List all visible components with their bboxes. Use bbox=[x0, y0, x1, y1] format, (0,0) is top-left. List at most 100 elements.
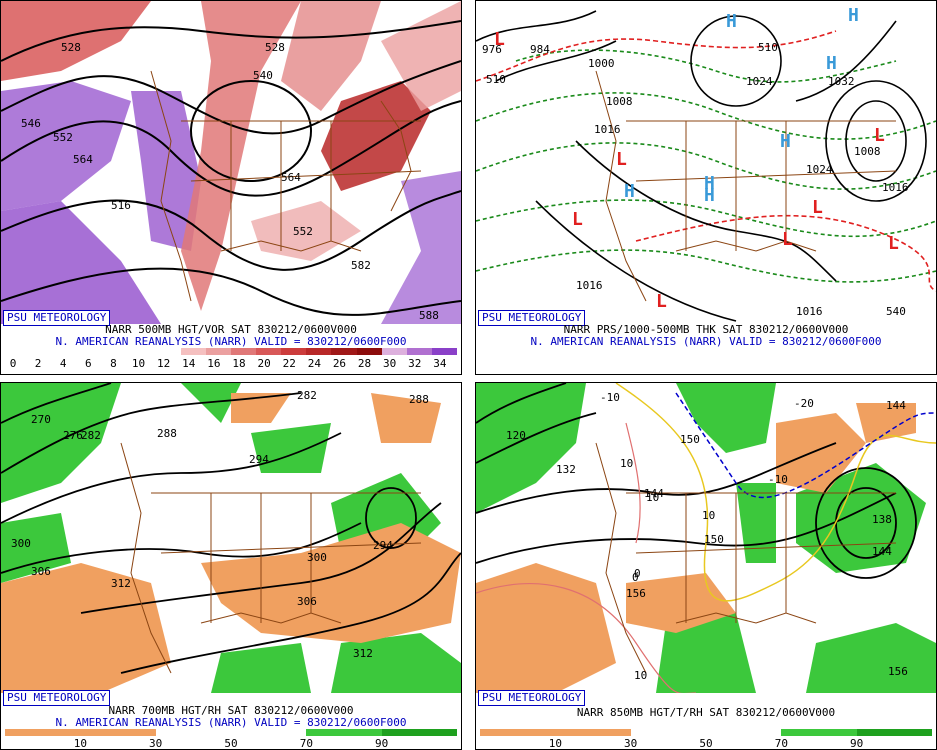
contour-label: 288 bbox=[409, 393, 429, 406]
vorticity-scale-swatch bbox=[231, 348, 257, 355]
contour-label: 582 bbox=[351, 259, 371, 272]
vorticity-scale-tick: 30 bbox=[383, 357, 397, 370]
contour-label: 300 bbox=[11, 537, 31, 550]
vorticity-color-scale: 0 2 4 6 8 10 12 14 16 18 20 22 24 26 28 30 32 34 bbox=[5, 348, 457, 374]
contour-label: 144 bbox=[872, 545, 892, 558]
vorticity-scale-tick: 22 bbox=[282, 357, 296, 370]
vorticity-scale-tick: 6 bbox=[85, 357, 92, 370]
contour-label: 156 bbox=[626, 587, 646, 600]
rh-scale-bar bbox=[480, 729, 932, 736]
rh-scale-swatch bbox=[480, 729, 556, 736]
vorticity-scale-tick: 8 bbox=[110, 357, 117, 370]
vorticity-scale-swatch bbox=[431, 348, 457, 355]
panel2-caption-valid: N. AMERICAN REANALYSIS (NARR) VALID = 83… bbox=[530, 335, 882, 348]
high-pressure-marker: H bbox=[704, 173, 715, 194]
panel-500mb-vorticity: 528 528 540 546 552 564 516 564 552 582 588 PSU ME… bbox=[0, 0, 462, 375]
isobar-label: 1016 bbox=[882, 181, 909, 194]
rh-scale-swatch bbox=[781, 729, 857, 736]
low-pressure-marker: L bbox=[812, 197, 823, 218]
panel4-caption-title: NARR 850MB HGT/T/RH SAT 830212/0600V000 bbox=[576, 706, 836, 719]
isobar-label: 1024 bbox=[746, 75, 773, 88]
isobar-label: 1008 bbox=[606, 95, 633, 108]
contour-label: 564 bbox=[73, 153, 93, 166]
rh-scale-tick: 30 bbox=[149, 737, 163, 750]
contour-label: 528 bbox=[61, 41, 81, 54]
map-500mb: 528 528 540 546 552 564 516 564 552 582 588 bbox=[1, 1, 461, 324]
high-pressure-marker: H bbox=[726, 11, 737, 32]
panel1-caption-valid: N. AMERICAN REANALYSIS (NARR) VALID = 83… bbox=[55, 335, 407, 348]
vorticity-scale-swatch bbox=[30, 348, 56, 355]
contour-label: -20 bbox=[794, 397, 814, 410]
contour-label: 150 bbox=[680, 433, 700, 446]
contour-label: 552 bbox=[53, 131, 73, 144]
rh-scale-swatch bbox=[555, 729, 631, 736]
panel3-caption-valid: N. AMERICAN REANALYSIS (NARR) VALID = 83… bbox=[55, 716, 407, 729]
psu-meteorology-logo: PSU METEOROLOGY bbox=[478, 310, 586, 326]
vorticity-scale-tick: 2 bbox=[34, 357, 42, 370]
rh-scale-swatch bbox=[706, 729, 782, 736]
rh-scale-tick: 30 bbox=[624, 737, 638, 750]
contour-label: 10 bbox=[646, 491, 659, 504]
isobar-label: 1032 bbox=[828, 75, 855, 88]
panel-sea-level-pressure: 976 984 1000 1008 1016 1024 1024 1032 1008 1016 10… bbox=[475, 0, 937, 375]
rh-scale-tick: 90 bbox=[375, 737, 389, 750]
rh-scale-swatch bbox=[231, 729, 307, 736]
contour-label: 144 bbox=[644, 487, 664, 500]
contour-label: -10 bbox=[768, 473, 788, 486]
rh-scale-swatch bbox=[306, 729, 382, 736]
rh-scale-tick: 50 bbox=[224, 737, 238, 750]
low-pressure-marker: L bbox=[888, 233, 899, 254]
contour-label: 0 bbox=[634, 567, 641, 580]
contour-label: 0 bbox=[632, 571, 639, 584]
vorticity-scale-swatch bbox=[130, 348, 156, 355]
isobar-label: 1016 bbox=[594, 123, 621, 136]
panel3-caption-title: NARR 700MB HGT/RH SAT 830212/0600V000 bbox=[108, 704, 354, 717]
low-pressure-marker: L bbox=[494, 29, 505, 50]
contour-label: 312 bbox=[353, 647, 373, 660]
contour-label: 10 bbox=[620, 457, 633, 470]
high-pressure-marker: H bbox=[848, 5, 859, 26]
rh-scale-tick: 70 bbox=[299, 737, 313, 750]
vorticity-scale-bar bbox=[5, 348, 457, 355]
vorticity-scale-swatch bbox=[180, 348, 206, 355]
isobar-label: 1024 bbox=[806, 163, 833, 176]
contour-label: 552 bbox=[293, 225, 313, 238]
contour-label: 546 bbox=[21, 117, 41, 130]
vorticity-scale-swatch bbox=[55, 348, 81, 355]
rh-scale-tick: 50 bbox=[699, 737, 713, 750]
panel-850mb-temperature-rh: 120 132 144 150 156 138 144 144 156 150 -10 -10 -20 1… bbox=[475, 382, 937, 750]
rh-scale-swatch bbox=[5, 729, 81, 736]
low-pressure-marker: L bbox=[874, 125, 885, 146]
vorticity-scale-tick: 16 bbox=[207, 357, 221, 370]
vorticity-scale-tick: 4 bbox=[59, 357, 67, 370]
psu-meteorology-logo: PSU METEOROLOGY bbox=[3, 310, 111, 326]
contour-label: 10 bbox=[702, 509, 715, 522]
vorticity-scale-tick: 34 bbox=[433, 357, 447, 370]
rh-scale-tick: 10 bbox=[73, 737, 87, 750]
high-pressure-marker: H bbox=[624, 181, 635, 202]
contour-label: 150 bbox=[704, 533, 724, 546]
contour-label: 132 bbox=[556, 463, 576, 476]
contour-label: -10 bbox=[600, 391, 620, 404]
vorticity-scale-tick: 26 bbox=[332, 357, 347, 370]
vorticity-scale-swatch bbox=[105, 348, 131, 355]
vorticity-scale-tick: 14 bbox=[182, 357, 196, 370]
vorticity-scale-tick: 24 bbox=[307, 357, 321, 370]
vorticity-scale-swatch bbox=[205, 348, 231, 355]
map-700mb: 2702762822882943003063123003063122882943… bbox=[1, 383, 461, 693]
vorticity-scale-tick: 18 bbox=[232, 357, 246, 370]
vorticity-scale-swatch bbox=[256, 348, 282, 355]
isobar-label: 1008 bbox=[854, 145, 881, 158]
panel2-caption-title: NARR PRS/1000-500MB THK SAT 830212/0600V… bbox=[563, 323, 849, 336]
psu-meteorology-logo: PSU METEOROLOGY bbox=[478, 690, 586, 706]
rh-scale-swatch bbox=[381, 729, 457, 736]
contour-label: 282 bbox=[81, 429, 101, 442]
contour-label: 270 bbox=[31, 413, 51, 426]
rh-scale-swatch bbox=[630, 729, 706, 736]
contour-label: 138 bbox=[872, 513, 892, 526]
rh-scale-swatch bbox=[155, 729, 231, 736]
rh-scale-bar bbox=[5, 729, 457, 736]
isobar-label: 510 bbox=[758, 41, 778, 54]
isobar-label: 540 bbox=[886, 305, 906, 318]
vorticity-scale-swatch bbox=[331, 348, 357, 355]
